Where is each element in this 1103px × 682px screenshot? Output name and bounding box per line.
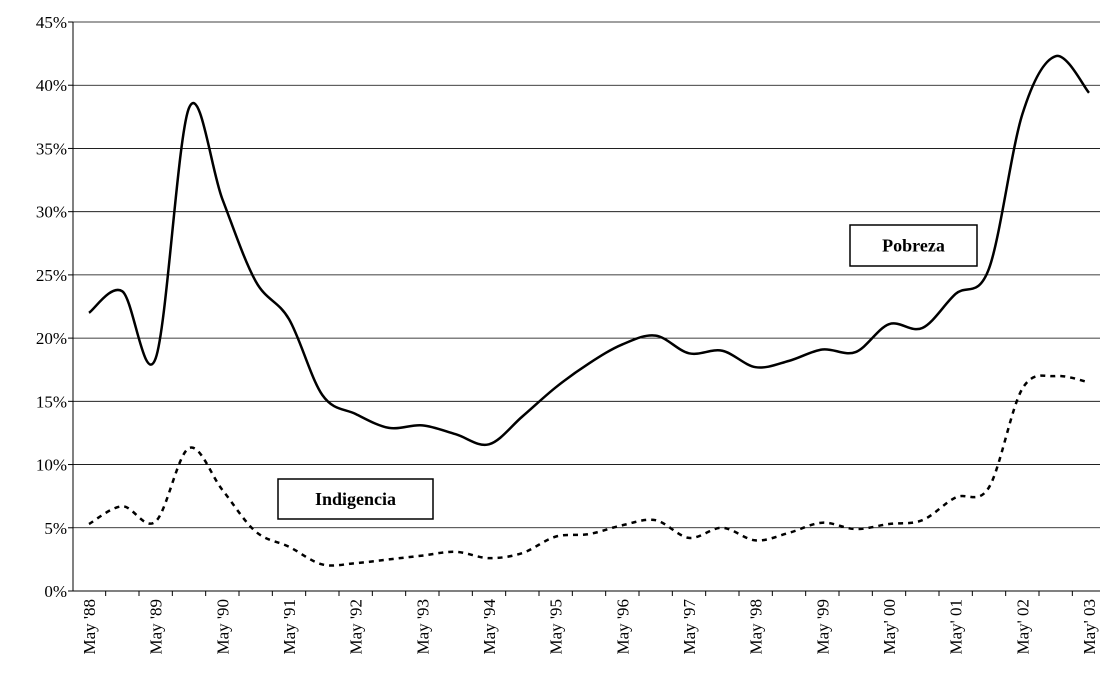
y-tick-label: 35% (36, 139, 67, 158)
x-tick-label: May '89 (147, 599, 166, 654)
y-tick-label: 0% (44, 582, 67, 601)
x-tick-label: May' 00 (880, 599, 899, 654)
label-box (277, 478, 434, 520)
x-tick-label: May '96 (613, 599, 632, 654)
y-tick-label: 30% (36, 203, 67, 222)
x-tick-label: May '98 (747, 599, 766, 654)
y-tick-label: 15% (36, 392, 67, 411)
y-tick-label: 10% (36, 456, 67, 475)
x-tick-label: May' 01 (947, 599, 966, 654)
x-tick-label: May' 03 (1080, 599, 1099, 654)
label-box (849, 224, 978, 267)
series-line (88, 374, 1090, 567)
x-tick-label: May '90 (213, 599, 232, 654)
y-tick-label: 5% (44, 519, 67, 538)
x-tick-label: May '97 (680, 599, 699, 655)
x-tick-label: May '88 (80, 599, 99, 654)
x-tick-label: May' 02 (1013, 599, 1032, 654)
x-tick-label: May '94 (480, 599, 499, 655)
y-tick-label: 20% (36, 329, 67, 348)
x-tick-label: May '95 (547, 599, 566, 654)
x-tick-label: May '91 (280, 599, 299, 654)
y-tick-label: 25% (36, 266, 67, 285)
y-tick-label: 40% (36, 76, 67, 95)
series-label: Indigencia (315, 489, 396, 509)
y-tick-label: 45% (36, 13, 67, 32)
series-label: Pobreza (882, 236, 945, 256)
x-tick-label: May '99 (813, 599, 832, 654)
x-tick-label: May '93 (413, 599, 432, 654)
x-tick-label: May '92 (347, 599, 366, 654)
series-line (88, 54, 1090, 447)
